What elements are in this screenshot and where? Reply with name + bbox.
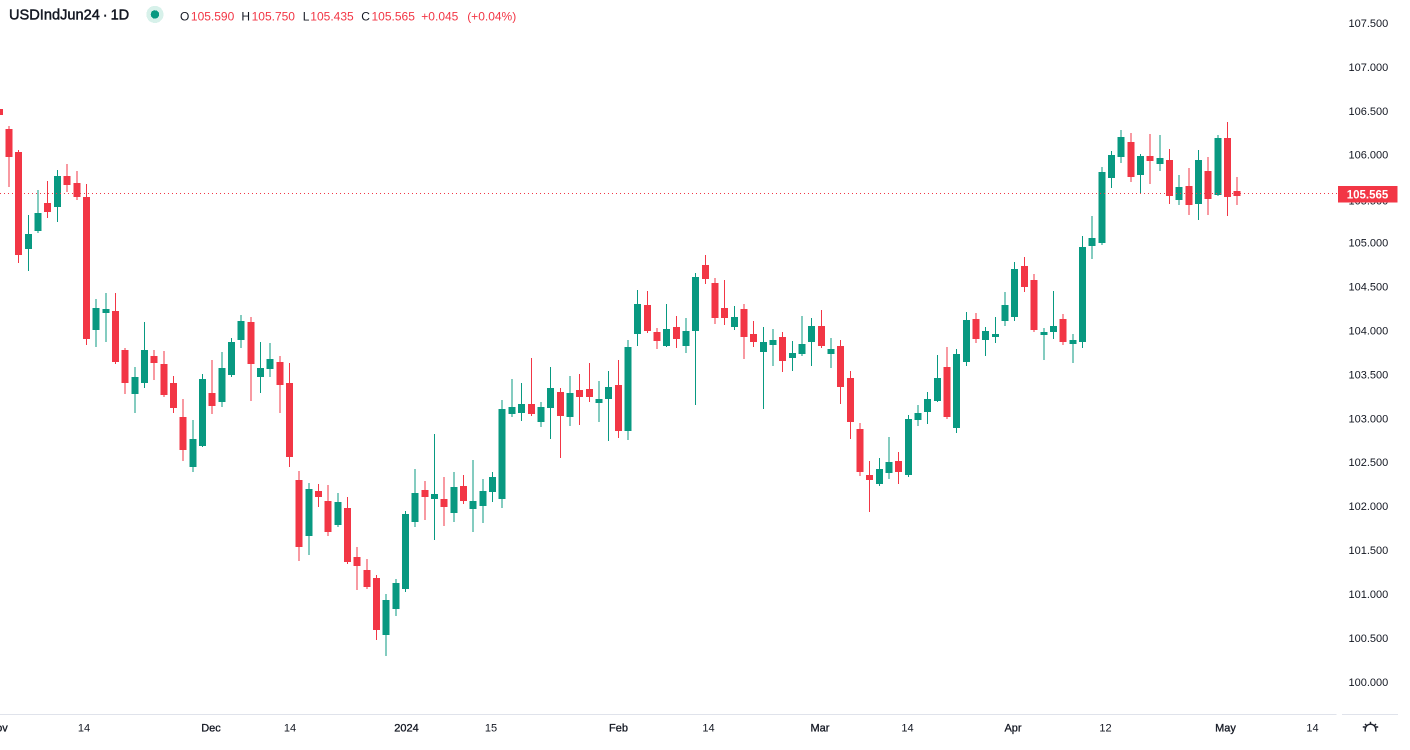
- svg-text:Apr: Apr: [1004, 723, 1021, 735]
- svg-text:Dec: Dec: [201, 723, 221, 735]
- svg-text:2024: 2024: [394, 723, 418, 735]
- svg-text:105.590: 105.590: [191, 10, 235, 24]
- svg-text:103.000: 103.000: [1349, 413, 1389, 425]
- svg-text:107.000: 107.000: [1349, 62, 1389, 74]
- svg-text:C: C: [361, 10, 370, 24]
- svg-text:101.500: 101.500: [1349, 545, 1389, 557]
- svg-text:O: O: [180, 10, 189, 24]
- svg-text:105.000: 105.000: [1349, 238, 1389, 250]
- svg-text:Nov: Nov: [0, 723, 8, 735]
- svg-text:14: 14: [901, 723, 913, 735]
- svg-text:12: 12: [1099, 723, 1111, 735]
- svg-text:101.000: 101.000: [1349, 589, 1389, 601]
- svg-text:102.500: 102.500: [1349, 457, 1389, 469]
- svg-text:15: 15: [485, 723, 497, 735]
- svg-text:(+0.04%): (+0.04%): [467, 10, 516, 24]
- svg-text:106.500: 106.500: [1349, 106, 1389, 118]
- svg-text:105.435: 105.435: [310, 10, 354, 24]
- svg-text:May: May: [1215, 723, 1236, 735]
- svg-text:106.000: 106.000: [1349, 150, 1389, 162]
- svg-text:100.500: 100.500: [1349, 633, 1389, 645]
- svg-text:14: 14: [1306, 723, 1318, 735]
- svg-text:102.000: 102.000: [1349, 501, 1389, 513]
- svg-text:107.500: 107.500: [1349, 18, 1389, 30]
- svg-text:14: 14: [284, 723, 296, 735]
- svg-text:105.565: 105.565: [372, 10, 416, 24]
- svg-text:104.000: 104.000: [1349, 325, 1389, 337]
- svg-text:Mar: Mar: [811, 723, 830, 735]
- svg-text:105.750: 105.750: [252, 10, 296, 24]
- svg-text:14: 14: [78, 723, 90, 735]
- svg-text:103.500: 103.500: [1349, 369, 1389, 381]
- svg-text:104.500: 104.500: [1349, 282, 1389, 294]
- svg-text:USDIndJun24 · 1D: USDIndJun24 · 1D: [9, 7, 129, 23]
- svg-text:H: H: [241, 10, 250, 24]
- svg-text:14: 14: [702, 723, 714, 735]
- svg-text:105.565: 105.565: [1347, 190, 1389, 202]
- svg-text:100.000: 100.000: [1349, 677, 1389, 689]
- svg-text:+0.045: +0.045: [421, 10, 458, 24]
- svg-text:Feb: Feb: [609, 723, 628, 735]
- svg-text:L: L: [303, 10, 310, 24]
